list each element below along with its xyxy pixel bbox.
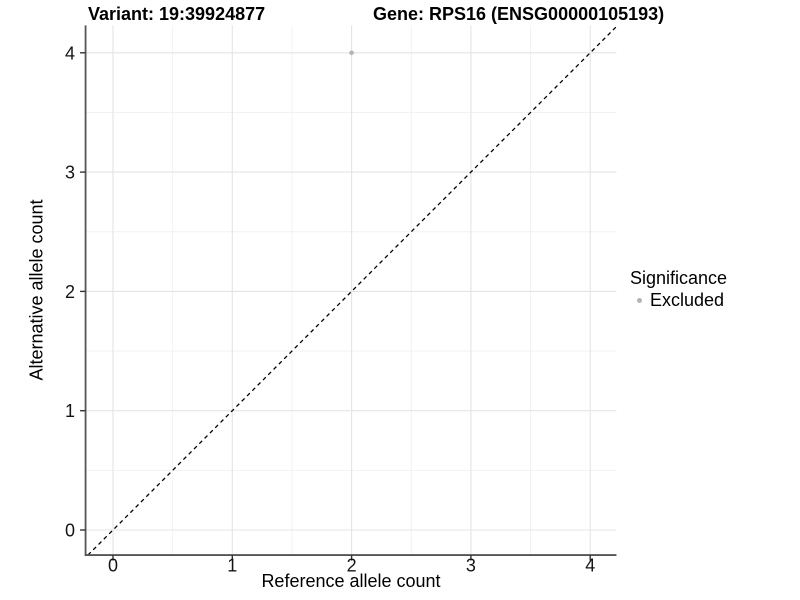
y-tick-label: 0 [65,521,75,541]
identity-reference-line [87,26,617,556]
legend-title: Significance [630,268,728,288]
legend: Significance Excluded [630,268,727,311]
plot-title-variant: Variant: 19:39924877 [88,4,266,24]
legend-point-icon [637,298,642,303]
y-tick-label: 1 [65,401,75,421]
y-tick-label: 2 [65,282,75,302]
y-tick-label: 3 [65,163,75,183]
x-tick-label: 4 [585,556,595,576]
plot-title-gene: Gene: RPS16 (ENSG00000105193) [373,4,665,24]
x-tick-label: 1 [227,556,237,576]
data-point [349,50,354,56]
y-tick-label: 4 [65,43,75,63]
x-tick-label: 2 [347,556,357,576]
y-axis-title: Alternative allele count [26,199,47,381]
x-tick-label: 3 [466,556,476,576]
x-tick-label: 0 [108,556,118,576]
legend-item-label: Excluded [650,290,725,310]
x-axis-title: Reference allele count [261,571,441,591]
legend-item-excluded: Excluded [630,290,727,311]
